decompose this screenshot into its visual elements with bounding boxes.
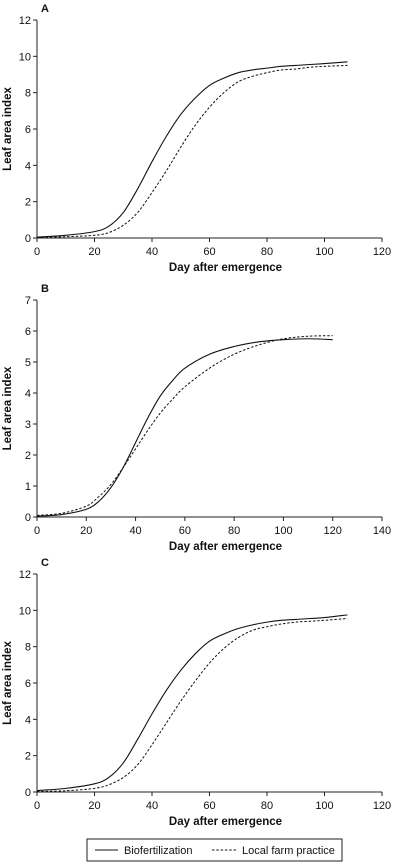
x-tick-label: 80 bbox=[261, 246, 273, 258]
x-tick-label: 20 bbox=[80, 525, 92, 537]
x-tick-label: 40 bbox=[129, 525, 141, 537]
panel-label: B bbox=[41, 283, 49, 295]
x-tick-label: 20 bbox=[88, 246, 100, 258]
y-tick-label: 6 bbox=[25, 124, 31, 136]
x-tick-label: 140 bbox=[373, 525, 391, 537]
panel-b: B 0 1 2 3 4 5 6 7 0 20 40 60 80 100 120 140 Day after eme… bbox=[2, 283, 391, 553]
y-axis-title: Leaf area index bbox=[2, 366, 14, 450]
x-axis-title: Day after emergence bbox=[169, 541, 282, 553]
x-tick-label: 80 bbox=[228, 525, 240, 537]
panel-label: C bbox=[41, 557, 49, 569]
x-tick-label: 120 bbox=[373, 246, 391, 258]
x-axis-title: Day after emergence bbox=[169, 262, 282, 274]
y-tick-label: 0 bbox=[25, 787, 31, 799]
y-tick-label: 4 bbox=[25, 388, 31, 400]
y-tick-label: 3 bbox=[25, 419, 31, 431]
y-tick-label: 6 bbox=[25, 326, 31, 338]
y-tick-label: 1 bbox=[25, 481, 31, 493]
y-tick-label: 7 bbox=[25, 295, 31, 307]
x-tick-label: 20 bbox=[88, 800, 100, 812]
legend: Biofertilization Local farm practice bbox=[86, 838, 343, 862]
series-line-local-farm-practice bbox=[36, 335, 333, 516]
legend-label: Local farm practice bbox=[242, 845, 335, 857]
y-axis-title: Leaf area index bbox=[2, 87, 14, 171]
x-tick-label: 60 bbox=[203, 800, 215, 812]
y-tick-label: 2 bbox=[25, 751, 31, 763]
series-line-local-farm-practice bbox=[36, 64, 348, 238]
y-tick-label: 2 bbox=[25, 197, 31, 209]
x-axis-title: Day after emergence bbox=[169, 816, 282, 828]
series-line-biofertilization bbox=[36, 614, 348, 792]
y-tick-label: 10 bbox=[19, 605, 31, 617]
y-tick-label: 10 bbox=[19, 51, 31, 63]
x-tick-label: 60 bbox=[203, 246, 215, 258]
y-tick-label: 6 bbox=[25, 678, 31, 690]
x-tick-label: 40 bbox=[146, 800, 158, 812]
y-tick-label: 5 bbox=[25, 357, 31, 369]
series-line-biofertilization bbox=[36, 338, 333, 517]
x-tick-label: 100 bbox=[274, 525, 292, 537]
x-tick-label: 100 bbox=[315, 800, 333, 812]
y-tick-label: 0 bbox=[25, 512, 31, 524]
x-tick-label: 100 bbox=[315, 246, 333, 258]
x-tick-label: 120 bbox=[373, 800, 391, 812]
x-tick-label: 0 bbox=[34, 246, 40, 258]
series-line-local-farm-practice bbox=[36, 618, 348, 792]
y-tick-label: 4 bbox=[25, 714, 31, 726]
y-tick-label: 2 bbox=[25, 450, 31, 462]
y-tick-label: 8 bbox=[25, 88, 31, 100]
x-tick-label: 0 bbox=[34, 525, 40, 537]
x-tick-label: 80 bbox=[261, 800, 273, 812]
x-tick-label: 120 bbox=[324, 525, 342, 537]
y-tick-label: 12 bbox=[19, 15, 31, 27]
legend-label: Biofertilization bbox=[124, 845, 192, 857]
y-tick-label: 0 bbox=[25, 233, 31, 245]
y-tick-label: 8 bbox=[25, 642, 31, 654]
y-axis-title: Leaf area index bbox=[2, 641, 14, 725]
x-tick-label: 0 bbox=[34, 800, 40, 812]
series-line-biofertilization bbox=[36, 61, 348, 238]
x-tick-label: 60 bbox=[179, 525, 191, 537]
panel-label: A bbox=[41, 3, 49, 15]
x-tick-label: 40 bbox=[146, 246, 158, 258]
y-tick-label: 4 bbox=[25, 160, 31, 172]
y-tick-label: 12 bbox=[19, 569, 31, 581]
